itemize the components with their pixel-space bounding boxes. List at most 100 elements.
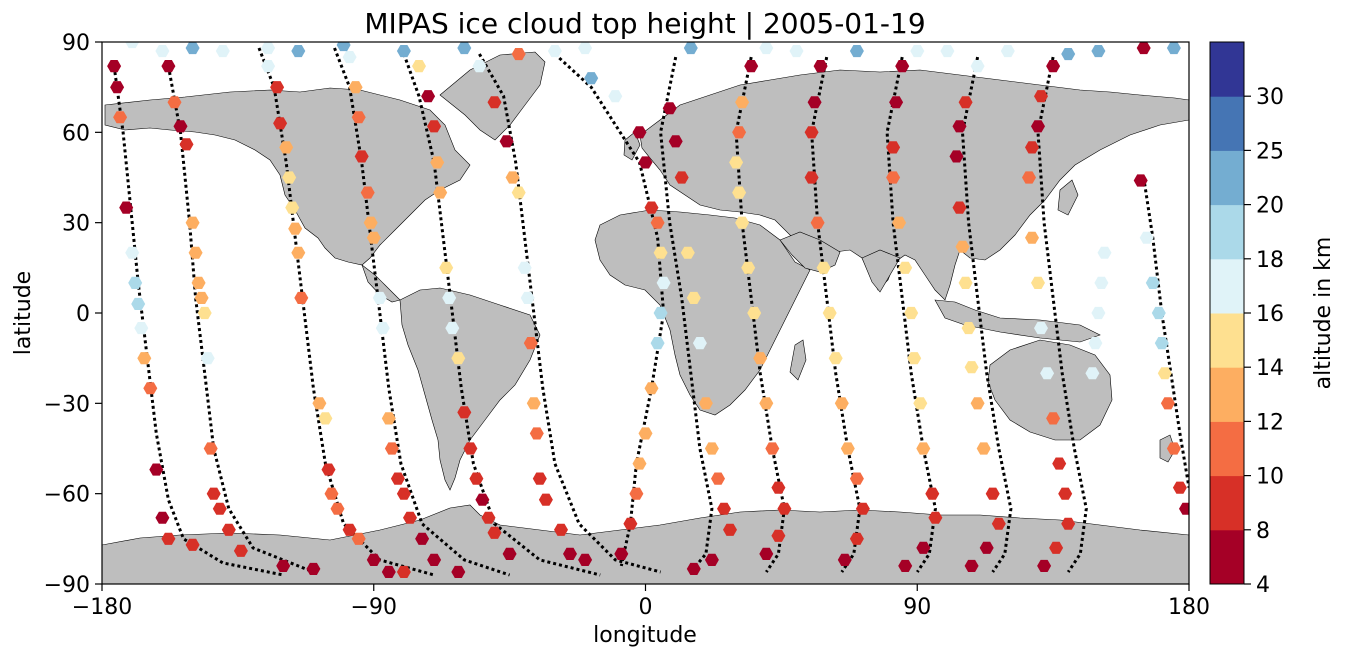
- map-plot-area: [101, 41, 1190, 585]
- cloud-top-point: [538, 493, 553, 506]
- x-tick-label: −90: [351, 595, 397, 620]
- cloud-top-point: [1179, 502, 1189, 515]
- cloud-top-point: [554, 523, 568, 536]
- cloud-top-point: [1085, 367, 1100, 380]
- cloud-top-point: [735, 96, 750, 109]
- orbit-track-track-5: [402, 53, 601, 577]
- cloud-top-point: [342, 523, 357, 536]
- cloud-top-point: [807, 96, 822, 109]
- cloud-top-point: [704, 442, 719, 455]
- cloud-top-point: [668, 135, 683, 148]
- cloud-top-point: [979, 541, 994, 554]
- colorbar-label: altitude in km: [1311, 237, 1336, 390]
- cloud-top-point: [895, 60, 910, 73]
- cloud-top-point: [949, 150, 964, 163]
- cloud-top-point: [505, 171, 520, 184]
- cloud-top-point: [892, 216, 907, 229]
- cloud-top-point: [487, 526, 502, 539]
- colorbar-tick-label: 8: [1256, 519, 1270, 544]
- cloud-top-point: [1154, 337, 1169, 350]
- cloud-top-point: [638, 427, 653, 440]
- y-tick-label: 30: [62, 212, 90, 237]
- cloud-top-point: [451, 565, 466, 578]
- x-tick-label: −180: [72, 595, 132, 620]
- cloud-top-point: [360, 186, 375, 199]
- cloud-top-point: [1058, 487, 1073, 500]
- cloud-top-point: [155, 511, 170, 524]
- cloud-top-point: [433, 186, 448, 199]
- cloud-top-point: [439, 261, 454, 274]
- cloud-top-point: [1046, 60, 1061, 73]
- cloud-top-point: [961, 322, 976, 335]
- cloud-top-point: [330, 502, 345, 515]
- colorbar-segment: [1210, 42, 1244, 97]
- cloud-top-point: [511, 186, 526, 199]
- cloud-top-point: [804, 126, 819, 139]
- cloud-top-point: [898, 559, 913, 572]
- cloud-top-point: [372, 291, 387, 304]
- cloud-top-point: [928, 511, 943, 524]
- x-axis-label: longitude: [593, 623, 697, 648]
- cloud-top-point: [1166, 42, 1181, 55]
- cloud-top-point: [412, 60, 426, 73]
- cloud-top-point: [427, 120, 442, 133]
- cloud-top-point: [200, 352, 215, 365]
- cloud-top-point: [285, 201, 300, 214]
- cloud-top-point: [747, 306, 762, 320]
- cloud-top-point: [1052, 457, 1067, 470]
- cloud-top-point: [1049, 541, 1064, 554]
- cloud-top-point: [384, 442, 399, 455]
- cloud-top-point: [113, 111, 128, 124]
- cloud-top-point: [185, 42, 200, 55]
- cloud-top-point: [759, 397, 774, 410]
- cloud-top-point: [288, 222, 303, 235]
- x-tick-label: 180: [1168, 595, 1210, 620]
- orbit-track-track-2: [166, 65, 314, 574]
- cloud-top-point: [185, 216, 200, 229]
- cloud-top-point: [1000, 45, 1015, 58]
- landmass-africa: [594, 209, 811, 416]
- y-tick-label: 60: [62, 121, 90, 146]
- landmass-australia: [987, 339, 1113, 441]
- cloud-top-point: [629, 487, 644, 500]
- cloud-top-point: [212, 502, 227, 515]
- cloud-top-point: [1094, 276, 1109, 289]
- cloud-top-point: [849, 532, 864, 545]
- cloud-top-point: [1166, 442, 1181, 455]
- cloud-top-point: [907, 352, 922, 365]
- cloud-top-point: [1145, 276, 1160, 289]
- cloud-top-point: [469, 472, 484, 485]
- colorbar-segment: [1210, 204, 1244, 260]
- cloud-top-point: [421, 90, 436, 103]
- cloud-top-point: [532, 472, 547, 485]
- cloud-top-point: [529, 427, 544, 440]
- cloud-top-point: [445, 322, 460, 335]
- cloud-top-point: [526, 397, 541, 410]
- orbit-track-track-14: [1142, 177, 1189, 488]
- cloud-top-point: [363, 216, 378, 229]
- colorbar-tick-label: 25: [1256, 139, 1284, 164]
- cloud-top-point: [1091, 306, 1106, 320]
- cloud-top-point: [375, 322, 390, 335]
- cloud-top-point: [849, 472, 864, 485]
- cloud-top-point: [970, 397, 985, 410]
- orbit-track-track-11: [885, 56, 937, 573]
- colorbar-segment: [1210, 96, 1244, 151]
- cloud-top-point: [110, 81, 125, 94]
- cloud-top-point: [481, 511, 496, 524]
- colorbar-segment: [1210, 150, 1244, 206]
- cloud-top-point: [1046, 412, 1061, 425]
- cloud-top-point: [656, 276, 671, 289]
- y-axis-label: latitude: [11, 271, 36, 355]
- cloud-top-point: [732, 126, 747, 139]
- colorbar-segment: [1210, 475, 1244, 531]
- cloud-top-point: [203, 442, 218, 455]
- cloud-top-point: [886, 171, 901, 184]
- cloud-top-point: [717, 502, 731, 515]
- cloud-top-point: [194, 291, 209, 304]
- cloud-top-point: [1133, 174, 1148, 187]
- cloud-top-point: [291, 246, 306, 259]
- cloud-top-point: [674, 171, 689, 184]
- orbit-track-track-4: [333, 47, 511, 577]
